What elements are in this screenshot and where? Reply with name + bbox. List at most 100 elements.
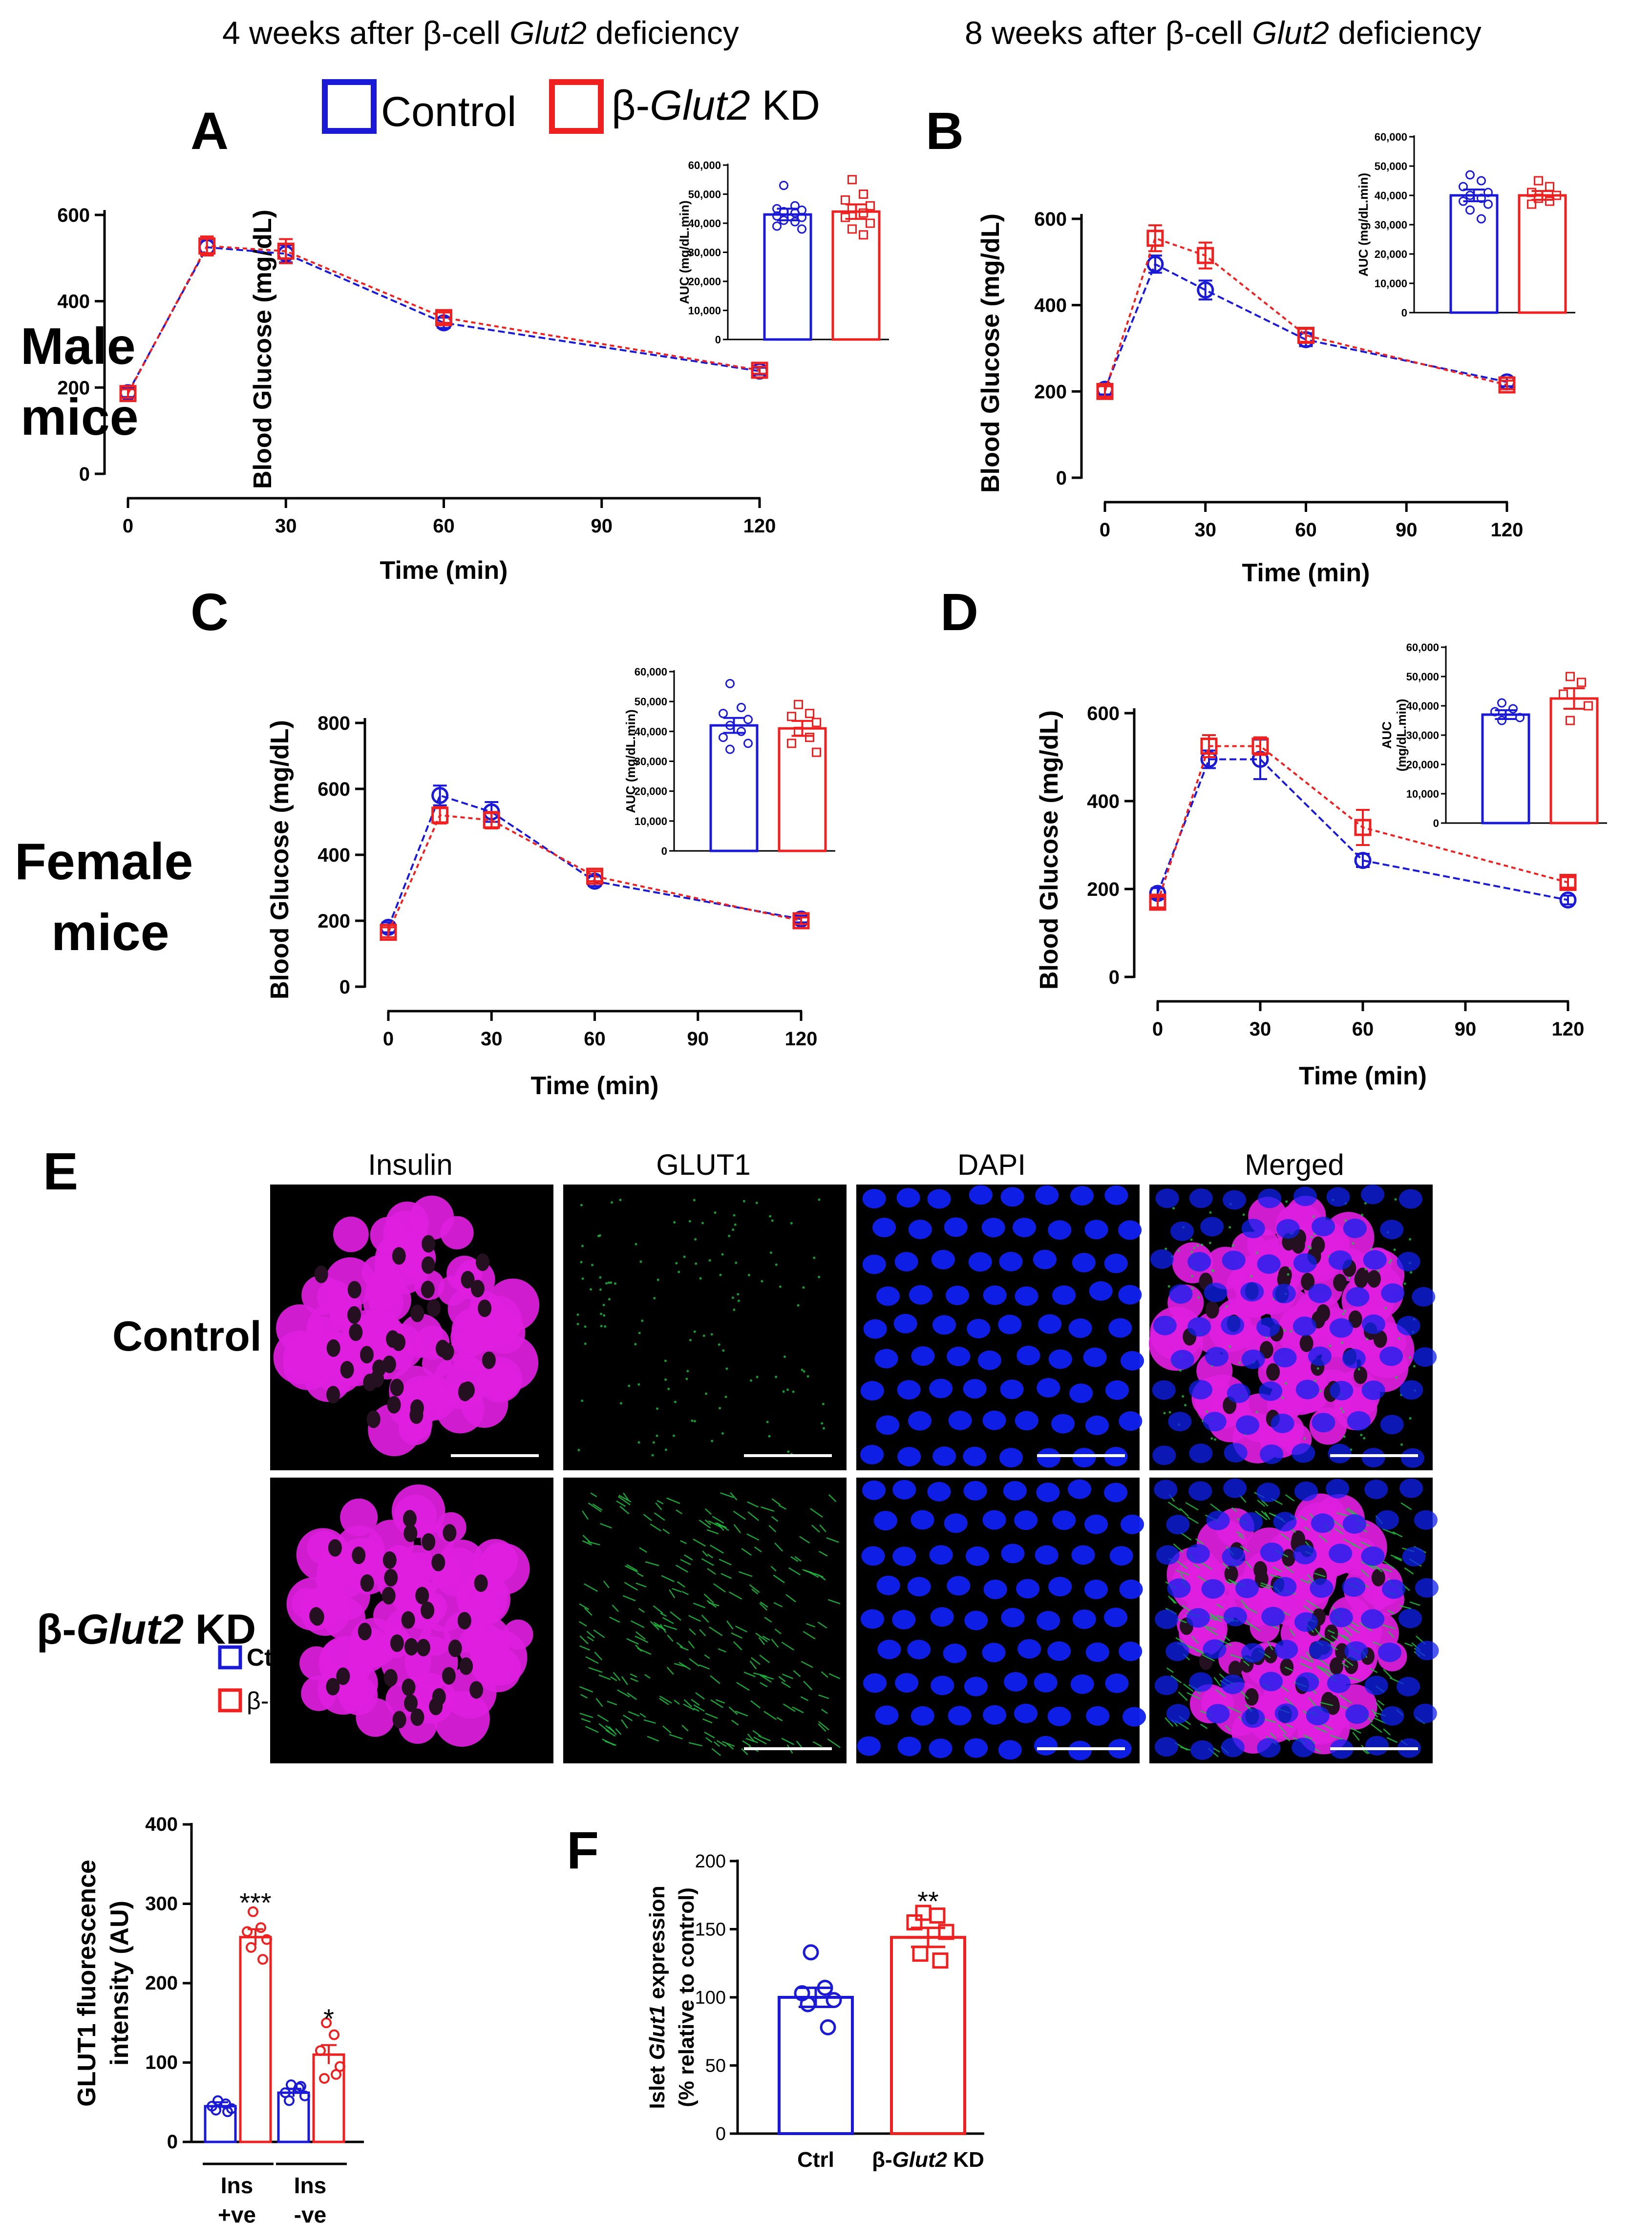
glut1-stain bbox=[641, 1319, 644, 1322]
glut1-stain bbox=[619, 1199, 622, 1202]
glut1-stain bbox=[1371, 1709, 1378, 1718]
dapi-nucleus bbox=[1154, 1737, 1178, 1757]
glut1-stain bbox=[729, 1591, 742, 1600]
glut1-stain bbox=[584, 1325, 587, 1328]
glut1-stain bbox=[1238, 1534, 1244, 1539]
insulin-stain bbox=[474, 1646, 521, 1693]
dapi-nucleus bbox=[1399, 1478, 1423, 1498]
glut1-stain bbox=[733, 1309, 736, 1312]
glut1-stain bbox=[1403, 1282, 1406, 1285]
nucleus-shadow bbox=[1326, 1697, 1340, 1715]
glut1-stain bbox=[754, 1546, 762, 1553]
dapi-nucleus bbox=[1294, 1482, 1318, 1502]
nucleus-shadow bbox=[443, 1524, 457, 1542]
glut1-stain bbox=[615, 1728, 622, 1735]
inset-point-control bbox=[797, 212, 806, 222]
data-point-ko bbox=[435, 309, 452, 326]
glut1-stain bbox=[1236, 1531, 1244, 1536]
nucleus-shadow bbox=[404, 1694, 418, 1712]
glut1-stain bbox=[1190, 1238, 1193, 1241]
y-axis-title: Blood Glucose (mg/dL) bbox=[976, 213, 1005, 493]
glut1-stain bbox=[707, 1553, 713, 1559]
bar bbox=[312, 2053, 345, 2143]
glut1-stain bbox=[643, 1514, 652, 1522]
glut1-stain bbox=[1228, 1345, 1231, 1348]
glut1-stain bbox=[664, 1359, 667, 1362]
glut1-stain bbox=[620, 1719, 628, 1729]
dapi-nucleus bbox=[1186, 1544, 1210, 1564]
glut1-stain bbox=[1409, 1238, 1412, 1241]
dapi-nucleus bbox=[1326, 1187, 1350, 1207]
dapi-nucleus bbox=[1379, 1346, 1403, 1366]
glut1-stain bbox=[735, 1625, 747, 1633]
inset-point-ko bbox=[1527, 188, 1536, 197]
glut1-stain bbox=[1312, 1215, 1315, 1218]
nucleus-shadow bbox=[1228, 1660, 1242, 1678]
nucleus-shadow bbox=[352, 1546, 366, 1565]
dapi-nucleus bbox=[968, 1252, 992, 1272]
data-point-ko bbox=[912, 1946, 929, 1962]
glut1-stain bbox=[1317, 1665, 1326, 1672]
dapi-nucleus bbox=[1413, 1347, 1437, 1367]
dapi-nucleus bbox=[1382, 1579, 1406, 1599]
dapi-nucleus bbox=[969, 1185, 993, 1205]
glut1-stain bbox=[695, 1692, 705, 1700]
glut1-stain bbox=[822, 1427, 825, 1430]
dapi-nucleus bbox=[944, 1513, 968, 1533]
dapi-nucleus bbox=[873, 1511, 897, 1531]
channel-title-insulin: Insulin bbox=[368, 1148, 452, 1181]
glut1-stain bbox=[760, 1674, 772, 1683]
dapi-nucleus bbox=[1380, 1220, 1404, 1240]
data-point-ko bbox=[483, 811, 500, 829]
glut1-stain bbox=[770, 1566, 777, 1571]
inset-point-control bbox=[1508, 704, 1518, 714]
inset-point-control bbox=[1465, 170, 1475, 180]
glut1-stain bbox=[1290, 1330, 1292, 1333]
dapi-nucleus bbox=[1259, 1672, 1283, 1692]
data-point-ko bbox=[246, 1942, 256, 1953]
glut1-stain bbox=[628, 1384, 631, 1387]
dapi-nucleus bbox=[947, 1346, 971, 1366]
glut1-stain bbox=[639, 1260, 642, 1263]
glut1-stain bbox=[1261, 1499, 1269, 1507]
glut1-stain bbox=[1191, 1275, 1194, 1278]
glut1-stain bbox=[730, 1492, 738, 1501]
legend-ko-label: β-Glut2 KD bbox=[612, 82, 820, 129]
glut1-stain bbox=[1167, 1502, 1181, 1511]
nucleus-shadow bbox=[390, 1634, 404, 1652]
insulin-stain bbox=[389, 1365, 440, 1417]
glut1-stain bbox=[749, 1660, 757, 1670]
dapi-nucleus bbox=[1201, 1579, 1225, 1599]
glut1-stain bbox=[752, 1730, 762, 1737]
glut1-stain bbox=[680, 1540, 687, 1545]
glut1-stain bbox=[726, 1620, 734, 1630]
dapi-nucleus bbox=[1223, 1478, 1247, 1498]
glut1-stain bbox=[1304, 1526, 1310, 1531]
dapi-nucleus bbox=[1364, 1480, 1388, 1500]
nucleus-shadow bbox=[431, 1553, 445, 1571]
inset-y-tick-label: 10,000 bbox=[1406, 788, 1439, 800]
glut1-stain bbox=[599, 1276, 602, 1279]
dapi-nucleus bbox=[876, 1575, 900, 1595]
glut1-stain bbox=[705, 1737, 713, 1743]
glut1-stain bbox=[1289, 1629, 1295, 1636]
dapi-nucleus bbox=[896, 1188, 920, 1208]
glut1-stain bbox=[1307, 1245, 1310, 1248]
glut1-stain bbox=[749, 1379, 752, 1382]
nucleus-shadow bbox=[1264, 1646, 1278, 1664]
glut1-stain bbox=[626, 1638, 639, 1645]
glut1-stain bbox=[676, 1642, 683, 1648]
dapi-nucleus bbox=[964, 1610, 988, 1630]
dapi-nucleus bbox=[927, 1482, 951, 1502]
glut1-stain bbox=[1183, 1683, 1194, 1692]
nucleus-shadow bbox=[1354, 1366, 1368, 1384]
data-point-ko bbox=[319, 2073, 330, 2084]
x-axis-title: Time (min) bbox=[531, 1072, 659, 1100]
inset-point-ko bbox=[859, 230, 868, 240]
glut1-stain bbox=[1165, 1248, 1167, 1250]
dapi-nucleus bbox=[860, 1381, 884, 1401]
data-point-control bbox=[1559, 891, 1577, 909]
dapi-nucleus bbox=[948, 1410, 972, 1430]
glut1-stain bbox=[724, 1396, 727, 1398]
series-line-control bbox=[387, 794, 802, 928]
